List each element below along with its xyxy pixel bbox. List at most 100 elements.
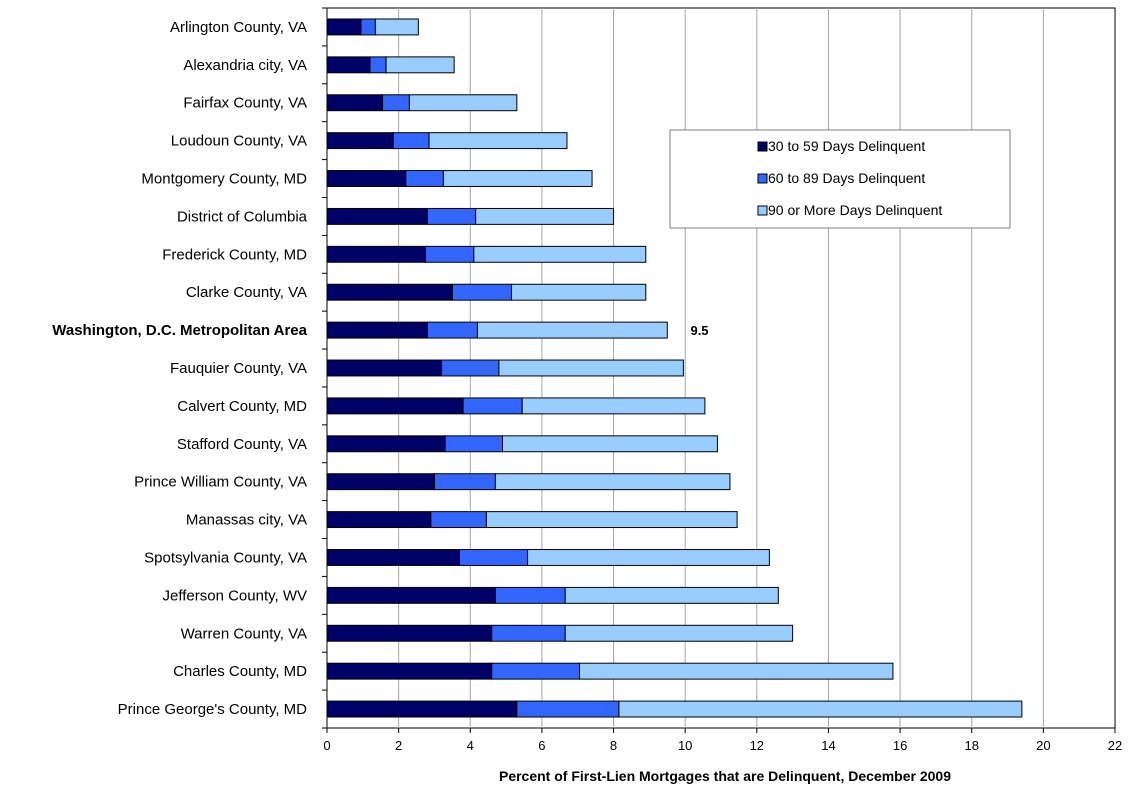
bar-segment-series-1 <box>326 132 394 150</box>
category-label: Alexandria city, VA <box>183 57 307 74</box>
category-label: Montgomery County, MD <box>141 171 307 188</box>
category-label: Clarke County, VA <box>186 284 307 301</box>
legend-label: 60 to 89 Days Delinquent <box>768 170 925 186</box>
bar-segment-series-2 <box>360 18 376 36</box>
bar-segment-series-1 <box>326 245 426 263</box>
bar-segment-series-1 <box>326 94 384 112</box>
category-label: Manassas city, VA <box>186 512 307 529</box>
category-label: District of Columbia <box>177 208 308 225</box>
legend-label: 90 or More Days Delinquent <box>768 202 942 218</box>
bar-segment-series-2 <box>444 435 504 453</box>
category-labels: Arlington County, VA Alexandria city, VA F… <box>52 19 307 718</box>
bar-segment-series-1 <box>326 586 496 604</box>
bar-segment-series-3 <box>521 397 706 415</box>
bar-segment-series-1 <box>326 511 432 529</box>
bar-segment-series-3 <box>618 700 1023 718</box>
bar-segment-series-3 <box>564 586 779 604</box>
bar-segment-series-2 <box>392 132 430 150</box>
bar-segment-series-1 <box>326 18 362 36</box>
x-tick-label: 22 <box>1108 738 1122 753</box>
bar-segment-series-3 <box>385 56 455 74</box>
legend-swatch <box>757 205 768 216</box>
bar-segment-series-3 <box>408 94 518 112</box>
legend-box <box>669 129 1011 229</box>
category-label: Prince George's County, MD <box>118 701 307 718</box>
x-tick-label: 6 <box>538 738 545 753</box>
bar-segment-series-3 <box>498 359 684 377</box>
bar-segment-series-3 <box>527 549 770 566</box>
legend: 30 to 59 Days Delinquent 60 to 89 Days De… <box>669 129 1011 229</box>
bar-segment-series-1 <box>326 207 428 225</box>
category-label: Arlington County, VA <box>170 19 307 36</box>
bar-segment-series-2 <box>405 170 444 187</box>
bar-segment-series-2 <box>516 700 620 718</box>
gridlines <box>398 8 1044 728</box>
bar-segment-series-2 <box>382 94 410 112</box>
category-label: Prince William County, VA <box>134 474 307 491</box>
category-label: Fairfax County, VA <box>183 95 307 112</box>
bar-segment-series-2 <box>425 245 475 263</box>
x-axis-title: Percent of First-Lien Mortgages that are… <box>499 768 951 784</box>
category-label: Washington, D.C. Metropolitan Area <box>52 322 307 339</box>
bar-segment-series-3 <box>564 624 794 642</box>
bar-segment-series-3 <box>442 170 593 187</box>
bar-segment-series-1 <box>326 397 464 415</box>
bar-segment-series-2 <box>441 359 500 377</box>
bar-segment-series-2 <box>491 662 581 680</box>
category-label: Loudoun County, VA <box>171 133 307 150</box>
x-tick-label: 10 <box>678 738 692 753</box>
category-label: Spotsylvania County, VA <box>144 549 307 566</box>
bar-segment-series-1 <box>326 283 453 301</box>
x-tick-label: 14 <box>821 738 835 753</box>
bar-segment-series-1 <box>326 700 518 718</box>
bar-segment-series-3 <box>579 662 894 680</box>
bar-segment-series-3 <box>428 132 568 150</box>
bar-segment-series-1 <box>326 662 493 680</box>
bar-segment-series-2 <box>426 207 477 225</box>
category-label: Jefferson County, WV <box>162 587 307 604</box>
x-tick-label: 20 <box>1036 738 1050 753</box>
bar-segment-series-1 <box>326 549 461 566</box>
bar-segment-series-2 <box>430 511 487 529</box>
category-label: Warren County, VA <box>181 625 307 642</box>
x-tick-label: 0 <box>323 738 330 753</box>
bar-segment-series-1 <box>326 624 493 642</box>
bar-segment-series-3 <box>475 207 615 225</box>
bar-segment-series-3 <box>485 511 738 529</box>
bar-segment-series-1 <box>326 170 407 187</box>
bar-segment-series-2 <box>494 586 566 604</box>
x-tick-label: 2 <box>395 738 402 753</box>
x-tick-label: 16 <box>893 738 907 753</box>
category-label: Stafford County, VA <box>177 436 307 453</box>
bar-segment-series-2 <box>459 549 529 566</box>
category-label: Frederick County, MD <box>162 246 307 263</box>
data-label: 9.5 <box>690 323 708 338</box>
bar-segment-series-3 <box>374 18 419 36</box>
bar-segment-series-3 <box>473 245 647 263</box>
bar-segment-series-2 <box>451 283 512 301</box>
bar-segment-series-2 <box>426 321 478 339</box>
bar-segment-series-3 <box>510 283 647 301</box>
bar-segment-series-1 <box>326 56 371 74</box>
category-label: Fauquier County, VA <box>170 360 307 377</box>
bar-segment-series-1 <box>326 435 446 453</box>
bar-segment-series-2 <box>462 397 523 415</box>
bar-segment-series-1 <box>326 473 435 491</box>
legend-label: 30 to 59 Days Delinquent <box>768 138 925 154</box>
bar-segment-series-1 <box>326 359 443 377</box>
bar-segment-series-3 <box>494 473 731 491</box>
bar-segment-series-3 <box>476 321 668 339</box>
category-label: Calvert County, MD <box>177 398 307 415</box>
x-tick-label: 8 <box>610 738 617 753</box>
legend-swatch <box>757 141 768 152</box>
bar-segment-series-3 <box>502 435 718 453</box>
bar-segment-series-2 <box>491 624 566 642</box>
category-label: Charles County, MD <box>173 663 307 680</box>
x-tick-label: 4 <box>467 738 474 753</box>
x-tick-label: 18 <box>964 738 978 753</box>
annotations: 9.5 <box>690 323 708 338</box>
bar-segment-series-1 <box>326 321 428 339</box>
bar-segment-series-2 <box>369 56 387 74</box>
